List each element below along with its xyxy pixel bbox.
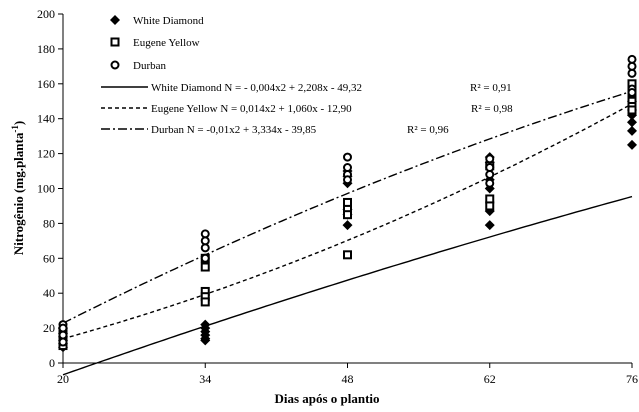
data-point-durban [344, 164, 351, 171]
data-point-durban [202, 255, 209, 262]
legend-equation-white-diamond: White Diamond N = - 0,004x2 + 2,208x - 4… [151, 82, 362, 94]
y-tick-label: 20 [43, 321, 55, 335]
data-point-durban [486, 155, 493, 162]
data-point-durban [344, 154, 351, 161]
x-axis-title: Dias após o plantio [274, 391, 379, 406]
data-point-eugene-yellow [486, 195, 493, 202]
data-point-white-diamond [200, 335, 210, 345]
y-tick-label: 0 [49, 356, 55, 370]
legend: White Diamond Eugene Yellow Durban White Di… [101, 15, 513, 136]
legend-equation-durban: Durban N = -0,01x2 + 3,334x - 39,85 [151, 124, 317, 136]
data-point-eugene-yellow [344, 251, 351, 258]
data-point-durban [486, 171, 493, 178]
x-axis: 20 34 48 62 76 [57, 363, 638, 386]
legend-marker-white-diamond [110, 15, 120, 25]
data-point-eugene-yellow [344, 211, 351, 218]
data-point-durban [629, 70, 636, 77]
y-tick-label: 100 [37, 182, 55, 196]
y-axis: 0 20 40 60 80 100 120 140 160 180 200 [37, 7, 63, 370]
y-tick-label: 160 [37, 77, 55, 91]
y-tick-label: 40 [43, 286, 55, 300]
data-point-eugene-yellow [202, 264, 209, 271]
data-point-durban [486, 180, 493, 187]
data-point-white-diamond [627, 126, 637, 136]
x-tick-label: 62 [484, 372, 496, 386]
legend-label-durban: Durban [133, 60, 166, 72]
y-tick-label: 60 [43, 251, 55, 265]
legend-r2-eugene-yellow: R² = 0,98 [471, 103, 513, 115]
y-tick-label: 140 [37, 112, 55, 126]
legend-label-eugene-yellow: Eugene Yellow [133, 37, 200, 49]
data-point-durban [202, 237, 209, 244]
data-point-durban [202, 230, 209, 237]
data-point-eugene-yellow [202, 298, 209, 305]
legend-marker-durban [112, 62, 119, 69]
legend-r2-durban: R² = 0,96 [407, 124, 449, 136]
y-tick-label: 200 [37, 7, 55, 21]
legend-r2-white-diamond: R² = 0,91 [470, 82, 512, 94]
data-point-white-diamond [627, 140, 637, 150]
data-point-durban [344, 176, 351, 183]
data-point-white-diamond [627, 117, 637, 127]
y-tick-label: 80 [43, 216, 55, 230]
data-point-durban [629, 89, 636, 96]
trend-lines [63, 91, 632, 375]
x-tick-label: 48 [342, 372, 354, 386]
legend-marker-eugene-yellow [112, 39, 119, 46]
data-point-durban [486, 164, 493, 171]
data-point-white-diamond [485, 220, 495, 230]
data-point-white-diamond [343, 220, 353, 230]
data-point-durban [629, 56, 636, 63]
x-tick-label: 34 [199, 372, 211, 386]
x-tick-label: 76 [626, 372, 638, 386]
data-point-durban [629, 63, 636, 70]
data-point-durban [60, 339, 67, 346]
y-tick-label: 180 [37, 42, 55, 56]
y-axis-title-end: ) [11, 121, 26, 125]
data-points [58, 56, 637, 352]
data-point-eugene-yellow [629, 106, 636, 113]
data-point-durban [202, 244, 209, 251]
y-axis-title: Nitrogênio (mg.planta-1) [10, 121, 26, 255]
data-point-eugene-yellow [344, 199, 351, 206]
data-point-eugene-yellow [486, 202, 493, 209]
data-point-durban [60, 332, 67, 339]
y-axis-title-main: Nitrogênio (mg.planta [11, 132, 26, 255]
y-tick-label: 120 [37, 147, 55, 161]
legend-label-white-diamond: White Diamond [133, 15, 204, 27]
data-point-durban [60, 325, 67, 332]
legend-equation-eugene-yellow: Eugene Yellow N = 0,014x2 + 1,060x - 12,… [151, 103, 352, 115]
